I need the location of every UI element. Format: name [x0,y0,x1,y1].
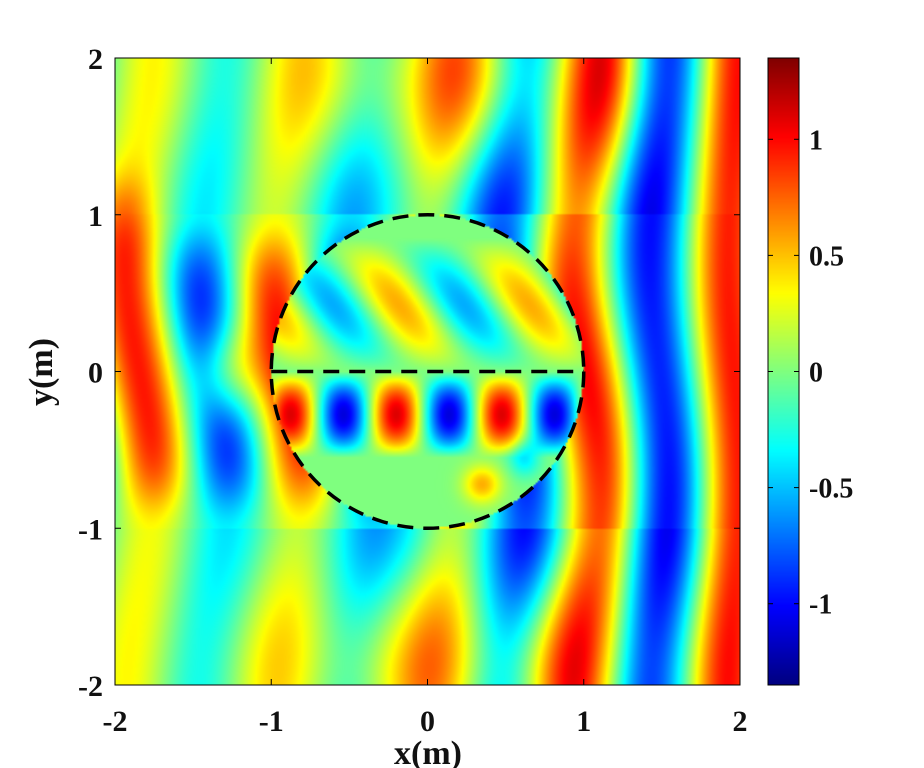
x-axis-title: x(m) [394,735,462,768]
x-tick-label: 0 [420,705,435,738]
y-tick-label: 2 [88,43,103,76]
y-tick-label: 1 [88,200,103,233]
y-tick-label: -2 [78,670,103,703]
colorbar: 1 0.5 0 -0.5 -1 [767,57,853,686]
colorbar-tick-label: 1 [809,125,823,156]
x-tick-label: 2 [733,705,748,738]
x-tick-label: -1 [259,705,284,738]
x-axis-ticks: -2 -1 0 1 2 [103,58,748,738]
colorbar-tick-label: 0 [809,358,823,389]
heatmap-plot: -2 -1 0 1 2 -2 -1 0 1 2 [78,43,748,738]
y-tick-label: -1 [78,513,103,546]
colorbar-tick-label: -0.5 [809,474,853,505]
x-tick-label: -2 [103,705,128,738]
y-axis-ticks: -2 -1 0 1 2 [78,43,740,703]
y-tick-label: 0 [88,357,103,390]
annotations-layer [269,213,586,530]
x-tick-label: 1 [576,705,591,738]
colorbar-gradient [768,58,799,685]
colorbar-ticks: 1 0.5 0 -0.5 -1 [768,125,853,621]
colorbar-tick-label: -1 [809,590,832,621]
colorbar-tick-label: 0.5 [809,241,844,272]
y-axis-title: y(m) [23,338,60,406]
